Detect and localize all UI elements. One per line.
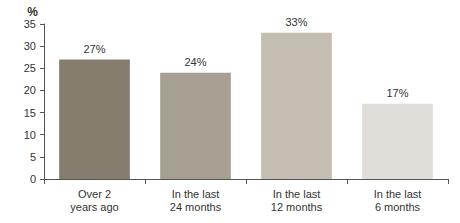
svg-text:12 months: 12 months [271,201,323,213]
svg-text:In the last: In the last [172,188,220,200]
svg-text:15: 15 [24,107,36,119]
svg-text:10: 10 [24,129,36,141]
svg-text:5: 5 [30,151,36,163]
svg-text:20: 20 [24,84,36,96]
svg-text:25: 25 [24,62,36,74]
svg-text:30: 30 [24,40,36,52]
svg-text:Over 2: Over 2 [78,188,111,200]
svg-text:6 months: 6 months [375,201,421,213]
svg-text:In the last: In the last [273,188,321,200]
svg-text:24%: 24% [184,56,206,68]
svg-text:24 months: 24 months [170,201,222,213]
svg-text:35: 35 [24,18,36,30]
svg-text:17%: 17% [386,87,408,99]
svg-text:%: % [27,5,38,19]
svg-text:years ago: years ago [70,201,118,213]
svg-text:In the last: In the last [374,188,422,200]
svg-text:27%: 27% [83,43,105,55]
svg-text:0: 0 [30,173,36,185]
svg-text:33%: 33% [285,16,307,28]
